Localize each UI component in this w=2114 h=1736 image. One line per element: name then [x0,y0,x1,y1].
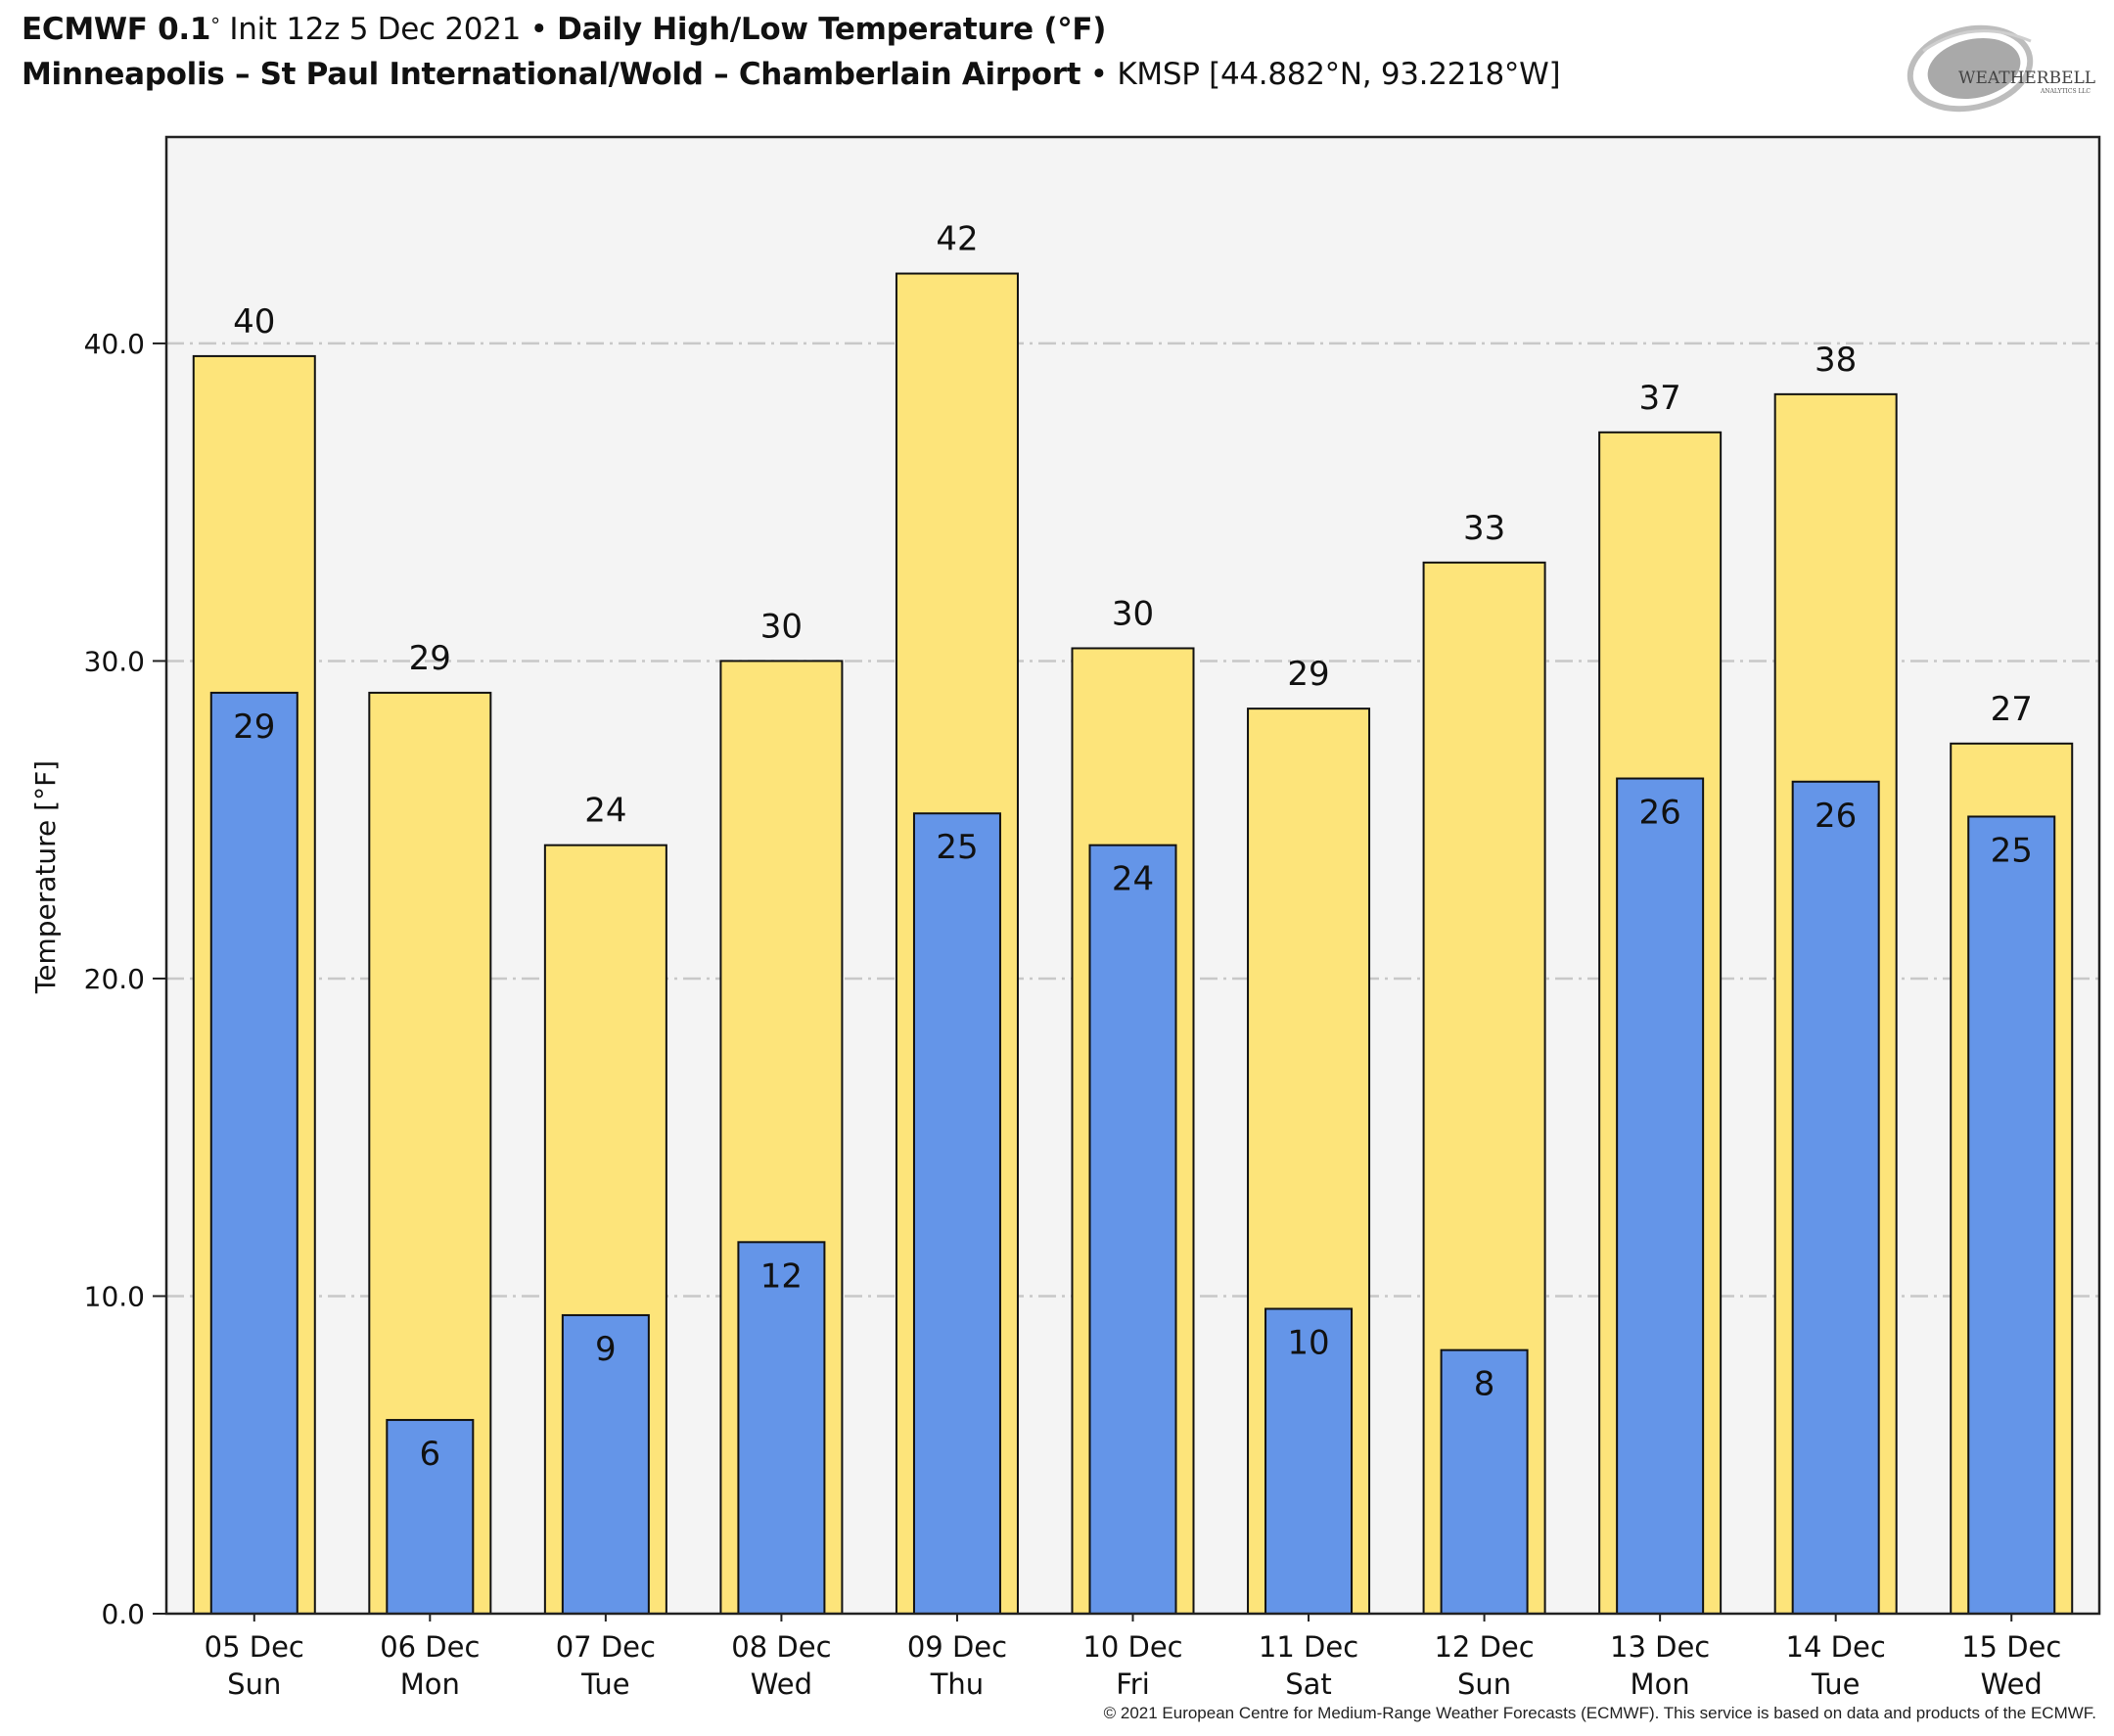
x-tick-label-weekday: Sat [1285,1667,1332,1701]
low-temp-label: 8 [1474,1365,1495,1404]
logo-text: WEATHERBELL [1958,69,2095,88]
x-tick-label-weekday: Sun [1457,1667,1511,1701]
separator-bullet: • [1089,57,1108,92]
logo-swirl-outer [1907,24,2034,113]
y-tick-label: 40.0 [84,328,145,360]
station-id: KMSP [44.882°N, 93.2218°W] [1117,57,1561,92]
low-temp-bar [737,1241,826,1616]
x-tick-label-date: 10 Dec [1082,1630,1182,1664]
model-name: ECMWF 0.1 [22,12,211,47]
x-tick-label-weekday: Tue [580,1667,630,1701]
low-temp-label: 6 [419,1435,440,1474]
chart-title-line-2: Minneapolis – St Paul International/Wold… [22,57,1561,92]
high-temp-label: 42 [936,220,978,259]
x-tick-label-date: 11 Dec [1259,1630,1358,1664]
high-temp-label: 30 [1112,594,1154,633]
low-temp-label: 9 [595,1330,617,1369]
x-tick-label-date: 15 Dec [1961,1630,2061,1664]
low-temp-label: 26 [1815,797,1857,836]
high-temp-label: 30 [760,607,803,646]
x-tick-label-weekday: Wed [1981,1667,2043,1701]
y-tick-label: 30.0 [84,645,145,677]
x-tick-label-weekday: Sun [227,1667,281,1701]
high-temp-label: 24 [584,792,626,831]
x-tick-label-weekday: Fri [1116,1667,1150,1701]
product-name: Daily High/Low Temperature (°F) [557,12,1107,47]
weatherbell-logo: WEATHERBELL ANALYTICS LLC [1907,24,2095,113]
x-tick-label-date: 06 Dec [380,1630,480,1664]
low-temp-label: 25 [1991,831,2033,870]
x-tick-label-date: 12 Dec [1434,1630,1534,1664]
low-temp-bar [912,812,1001,1615]
x-tick-label-date: 05 Dec [205,1630,304,1664]
y-tick-label: 0.0 [101,1598,145,1630]
y-tick-label: 20.0 [84,963,145,995]
high-temp-label: 29 [1287,655,1329,694]
x-tick-label-date: 07 Dec [556,1630,656,1664]
station-name: Minneapolis – St Paul International/Wold… [22,57,1081,92]
high-temp-label: 38 [1815,341,1857,380]
low-temp-bar [1967,815,2056,1615]
init-time: Init 12z 5 Dec 2021 [229,12,522,47]
high-temp-label: 27 [1991,690,2033,729]
low-temp-label: 25 [936,828,978,867]
low-temp-bar [386,1419,475,1615]
x-tick-label-weekday: Mon [1631,1667,1690,1701]
high-temp-label: 37 [1639,379,1681,418]
y-axis-label: Temperature [°F] [29,760,62,994]
copyright-credit: © 2021 European Centre for Medium-Range … [1103,1704,2096,1722]
x-tick-label-date: 09 Dec [907,1630,1007,1664]
low-temp-bar [561,1313,650,1615]
low-temp-label: 29 [233,708,275,747]
low-temp-label: 10 [1287,1323,1329,1362]
low-temp-label: 12 [760,1256,803,1296]
logo-swirl-arc [1922,29,2032,53]
y-tick-label: 10.0 [84,1280,145,1312]
x-tick-label-weekday: Thu [930,1667,984,1701]
x-tick-label-date: 08 Dec [731,1630,831,1664]
x-tick-label-date: 14 Dec [1786,1630,1886,1664]
low-temp-label: 24 [1112,860,1154,899]
logo-swirl-inner [1927,38,2021,99]
x-tick-label-weekday: Tue [1811,1667,1861,1701]
low-temp-bar [1088,844,1177,1615]
x-tick-label-weekday: Mon [400,1667,460,1701]
high-temp-label: 29 [409,639,451,678]
low-temp-bar [209,691,299,1615]
x-tick-label-date: 13 Dec [1610,1630,1710,1664]
plot-frame [164,135,2101,1616]
low-temp-bar [1791,780,1880,1615]
chart-title-line-1: ECMWF 0.1° Init 12z 5 Dec 2021 • Daily H… [22,12,1106,47]
separator-bullet: • [529,12,548,47]
high-temp-label: 33 [1463,509,1505,548]
low-temp-bar [1264,1307,1354,1615]
low-temp-bar [1616,777,1705,1615]
x-tick-label-weekday: Wed [751,1667,812,1701]
low-temp-label: 26 [1639,794,1681,833]
low-temp-bar [1440,1348,1529,1615]
logo-subtext: ANALYTICS LLC [2040,88,2091,95]
high-temp-label: 40 [233,302,275,342]
degree-symbol: ° [210,14,220,37]
